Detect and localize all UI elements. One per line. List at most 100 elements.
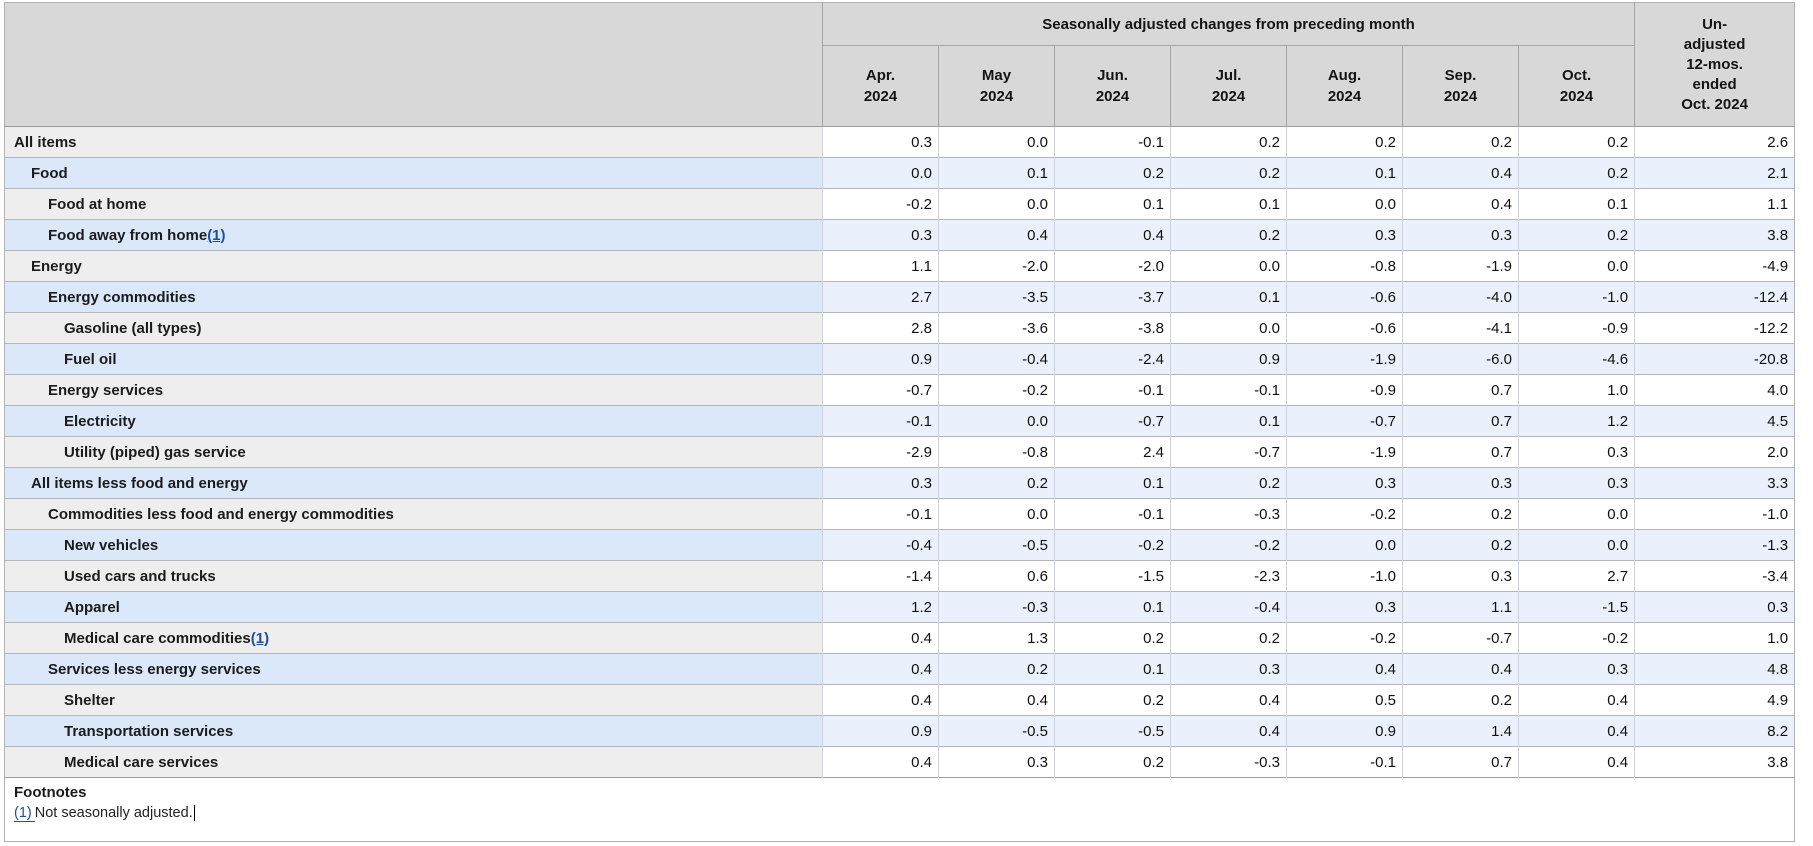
row-label: Used cars and trucks — [4, 560, 823, 592]
table-row: Energy commodities 2.7 -3.5 -3.7 0.1 -0.6 -4.0… — [4, 281, 1795, 313]
cell-month-value: 0.2 — [1170, 126, 1287, 158]
cell-month-value: -0.1 — [1054, 498, 1171, 530]
cell-month-value: -1.5 — [1054, 560, 1171, 592]
row-label-text: Energy — [31, 257, 82, 275]
cell-month-value: 0.1 — [1286, 157, 1403, 189]
row-label-text: Apparel — [64, 598, 120, 616]
header-month-sep: Sep. 2024 — [1402, 45, 1519, 127]
cell-month-value: 0.4 — [822, 684, 939, 716]
cell-month-value: 0.2 — [938, 467, 1055, 499]
header-month-jun: Jun. 2024 — [1054, 45, 1171, 127]
cell-month-value: 0.1 — [1170, 405, 1287, 437]
row-label-text: All items less food and energy — [31, 474, 248, 492]
header-month-apr: Apr. 2024 — [822, 45, 939, 127]
cell-month-value: -4.0 — [1402, 281, 1519, 313]
row-label-text: Food — [31, 164, 68, 182]
cell-month-value: 0.0 — [1170, 312, 1287, 344]
cell-month-value: 0.4 — [1170, 715, 1287, 747]
row-label: Apparel — [4, 591, 823, 623]
cell-month-value: -0.1 — [1054, 126, 1171, 158]
cell-month-value: 1.1 — [822, 250, 939, 282]
footnote-ref-link[interactable]: (1) — [14, 805, 35, 822]
row-label: All items — [4, 126, 823, 158]
cell-month-value: -0.3 — [938, 591, 1055, 623]
cell-month-value: 0.4 — [938, 219, 1055, 251]
table-row: Medical care services 0.4 0.3 0.2 -0.3 -0.1 0.… — [4, 746, 1795, 778]
cell-month-value: 0.3 — [1402, 560, 1519, 592]
cell-month-value: -6.0 — [1402, 343, 1519, 375]
cell-month-value: -0.1 — [1286, 746, 1403, 778]
cell-month-value: -0.1 — [1054, 374, 1171, 406]
table-row: Used cars and trucks -1.4 0.6 -1.5 -2.3 -1.0 0… — [4, 560, 1795, 592]
cell-month-value: 0.4 — [1402, 188, 1519, 220]
cell-month-value: 0.2 — [1402, 529, 1519, 561]
cell-month-value: -0.5 — [938, 529, 1055, 561]
table-row: Food at home -0.2 0.0 0.1 0.1 0.0 0.4 0.1 1.1 — [4, 188, 1795, 220]
cell-month-value: -0.7 — [1402, 622, 1519, 654]
cell-12mo-value: -3.4 — [1634, 560, 1795, 592]
row-label: Medical care commodities(1) — [4, 622, 823, 654]
row-label-text: Medical care commodities — [64, 629, 251, 647]
header-month-oct: Oct. 2024 — [1517, 45, 1635, 127]
cell-12mo-value: 1.1 — [1634, 188, 1795, 220]
cell-month-value: 1.2 — [822, 591, 939, 623]
row-label-text: Services less energy services — [48, 660, 261, 678]
cell-month-value: 0.0 — [1286, 188, 1403, 220]
table-row: Food 0.0 0.1 0.2 0.2 0.1 0.4 0.2 2.1 — [4, 157, 1795, 189]
cell-month-value: -1.4 — [822, 560, 939, 592]
cell-month-value: -1.9 — [1402, 250, 1519, 282]
header-row-months: Apr. 2024 May 2024 Jun. 2024 Jul. 2024 A… — [5, 45, 1795, 127]
table-row: Transportation services 0.9 -0.5 -0.5 0.4 0.9… — [4, 715, 1795, 747]
row-label: New vehicles — [4, 529, 823, 561]
cell-month-value: 0.2 — [1517, 126, 1635, 158]
cell-month-value: 0.0 — [938, 126, 1055, 158]
row-label: Fuel oil — [4, 343, 823, 375]
row-label: All items less food and energy — [4, 467, 823, 499]
header-row-group: Seasonally adjusted changes from precedi… — [4, 2, 1795, 127]
cell-month-value: 0.0 — [1170, 250, 1287, 282]
cell-month-value: -4.6 — [1517, 343, 1635, 375]
cell-month-value: 0.4 — [1517, 684, 1635, 716]
table-row: Energy services -0.7 -0.2 -0.1 -0.1 -0.9 0.7 1.… — [4, 374, 1795, 406]
cell-month-value: 1.1 — [1402, 591, 1519, 623]
footnote-ref-link[interactable]: (1) — [250, 629, 270, 647]
cell-month-value: 0.2 — [1170, 622, 1287, 654]
cell-month-value: 0.3 — [822, 467, 939, 499]
cell-month-value: -1.9 — [1286, 436, 1403, 468]
cell-month-value: -0.2 — [1054, 529, 1171, 561]
cell-month-value: 0.5 — [1286, 684, 1403, 716]
cell-month-value: -1.9 — [1286, 343, 1403, 375]
cell-month-value: -1.0 — [1286, 560, 1403, 592]
cell-month-value: 0.1 — [938, 157, 1055, 189]
cell-month-value: 0.6 — [938, 560, 1055, 592]
row-label-text: Fuel oil — [64, 350, 117, 368]
cell-12mo-value: 0.3 — [1634, 591, 1795, 623]
footnote-ref-link[interactable]: (1) — [207, 226, 226, 244]
row-label-text: Utility (piped) gas service — [64, 443, 246, 461]
cell-month-value: 0.4 — [1517, 746, 1635, 778]
cell-month-value: -0.4 — [822, 529, 939, 561]
cell-month-value: 0.3 — [822, 219, 939, 251]
cell-month-value: 0.0 — [938, 498, 1055, 530]
cell-month-value: 0.4 — [1170, 684, 1287, 716]
cell-12mo-value: -1.0 — [1634, 498, 1795, 530]
cell-month-value: 0.0 — [1286, 529, 1403, 561]
cell-month-value: -1.5 — [1517, 591, 1635, 623]
cell-month-value: -0.9 — [1517, 312, 1635, 344]
cell-month-value: 0.3 — [822, 126, 939, 158]
cell-month-value: 0.0 — [1517, 250, 1635, 282]
cell-month-value: -0.6 — [1286, 281, 1403, 313]
cell-month-value: 0.4 — [1402, 157, 1519, 189]
row-label: Commodities less food and energy commodi… — [4, 498, 823, 530]
table-row: Energy 1.1 -2.0 -2.0 0.0 -0.8 -1.9 0.0 -4.9 — [4, 250, 1795, 282]
cell-month-value: 0.2 — [1402, 498, 1519, 530]
cell-month-value: 0.0 — [822, 157, 939, 189]
cell-month-value: 0.2 — [1054, 157, 1171, 189]
row-label: Energy commodities — [4, 281, 823, 313]
cell-month-value: -0.7 — [1286, 405, 1403, 437]
cell-month-value: -0.7 — [1054, 405, 1171, 437]
header-group-label: Seasonally adjusted changes from precedi… — [822, 2, 1635, 46]
cell-12mo-value: 4.0 — [1634, 374, 1795, 406]
cpi-table-container: Seasonally adjusted changes from precedi… — [4, 2, 1796, 842]
cell-12mo-value: -12.4 — [1634, 281, 1795, 313]
